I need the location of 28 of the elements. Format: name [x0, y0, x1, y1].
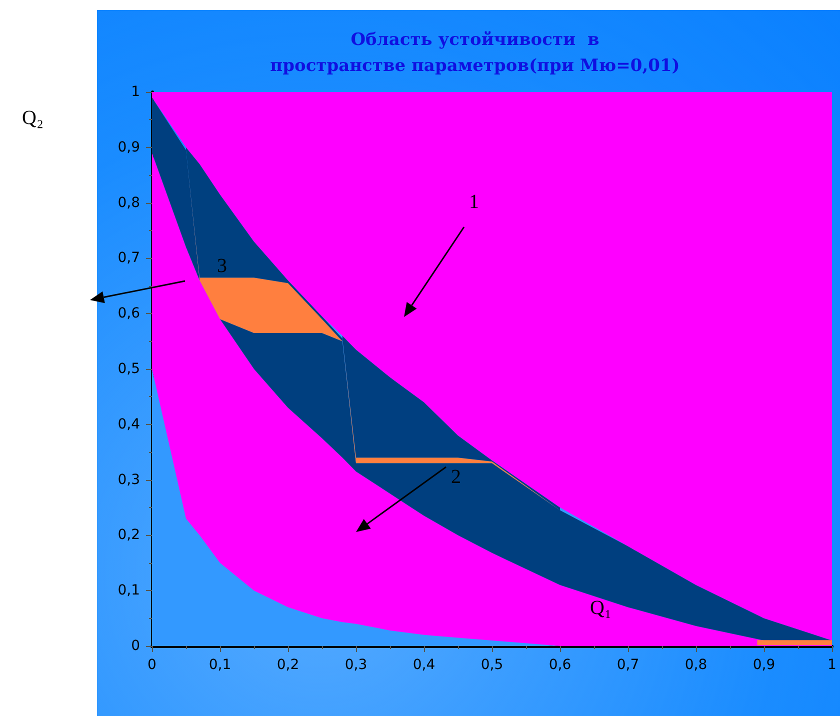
annotation: 1 [469, 191, 479, 213]
x-tick-label: 0,3 [344, 657, 368, 673]
y-tick-label: 0,5 [118, 361, 140, 377]
y-tick-label: 1 [131, 84, 140, 100]
y-tick-label: 0,6 [118, 306, 140, 322]
y-tick-label: 0,8 [118, 194, 140, 211]
x-tick-label: 0,5 [480, 657, 504, 673]
x-tick-label: 1 [828, 657, 836, 673]
x-tick-label: 0 [148, 657, 156, 673]
y-tick-label: 0,1 [118, 582, 140, 599]
y-tick-label: 0,4 [118, 416, 140, 432]
y-tick-label: 0,3 [118, 472, 140, 488]
y-tick-label: 0,9 [118, 139, 140, 156]
x-tick-label: 0,6 [548, 657, 572, 673]
x-tick-label: 0,9 [752, 657, 776, 673]
x-tick-label: 0,8 [684, 657, 708, 673]
x-tick-label: 0,4 [412, 657, 436, 673]
x-tick-label: 0,7 [616, 657, 640, 673]
y-tick-label: 0 [131, 638, 140, 654]
x-tick-label: 0,1 [208, 657, 232, 673]
x-axis-title: Q₁ [590, 597, 612, 619]
y-tick-label: 0,2 [118, 527, 140, 544]
y-axis-title: Q₂ [22, 107, 44, 129]
annotation: 3 [217, 255, 227, 277]
y-tick-label: 0,7 [118, 250, 140, 266]
annotation: 2 [451, 466, 461, 488]
chart-title: Область устойчивости в пространстве параметров(при Мю=0,01) [270, 30, 680, 76]
x-tick-label: 0,2 [276, 657, 300, 673]
